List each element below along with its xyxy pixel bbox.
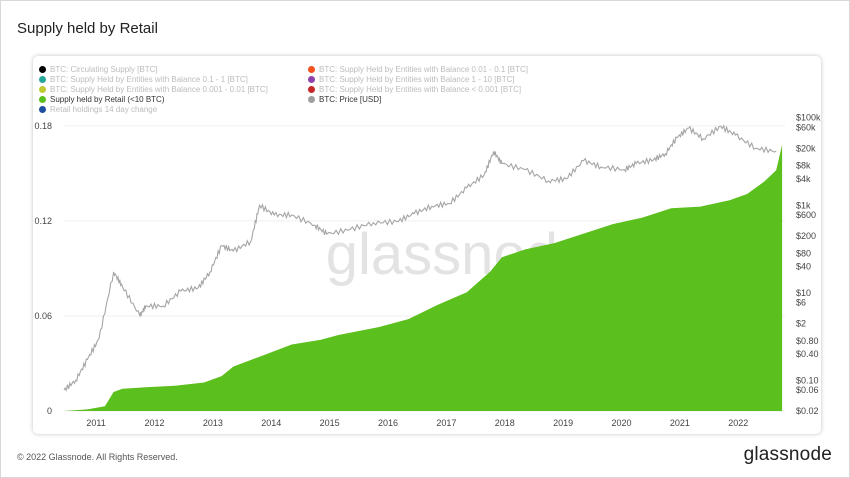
legend-dot: [39, 66, 46, 73]
legend-item[interactable]: BTC: Circulating Supply [BTC]: [39, 65, 158, 75]
y-right-tick-label: $100k: [796, 113, 821, 123]
x-tick-label: 2018: [495, 418, 515, 428]
x-tick-label: 2011: [86, 418, 105, 428]
legend-label: BTC: Supply Held by Entities with Balanc…: [50, 85, 268, 94]
legend-dot: [308, 86, 315, 93]
y-right-tick-label: $60k: [796, 122, 816, 132]
x-tick-label: 2020: [612, 418, 632, 428]
chart: glassnode 2011 2012 2013 2014 2015 2016 2017 20…: [34, 113, 821, 428]
y-right-tick-label: $20k: [796, 143, 816, 153]
x-tick-label: 2014: [261, 418, 281, 428]
y-right-tick-label: $0.10: [796, 375, 819, 385]
y-left-tick-label: 0.12: [34, 216, 52, 226]
y-left-tick-label: 0.06: [34, 311, 52, 321]
y-axis-left: 0 0.06 0.12 0.18: [34, 121, 52, 416]
y-right-tick-label: $0.40: [796, 349, 819, 359]
y-right-tick-label: $2: [796, 318, 806, 328]
legend-label: BTC: Supply Held by Entities with Balanc…: [319, 75, 515, 84]
page-title: Supply held by Retail: [17, 20, 158, 37]
legend-item[interactable]: BTC: Supply Held by Entities with Balanc…: [308, 65, 528, 75]
x-tick-label: 2015: [320, 418, 340, 428]
legend-label: BTC: Supply Held by Entities with Balanc…: [319, 65, 528, 74]
legend-dot: [39, 96, 46, 103]
x-tick-label: 2016: [378, 418, 398, 428]
y-left-tick-label: 0.18: [34, 121, 52, 131]
chart-card: BTC: Circulating Supply [BTC] BTC: Supply…: [33, 56, 821, 434]
y-left-tick-label: 0: [47, 406, 52, 416]
y-right-tick-label: $8k: [796, 161, 811, 171]
legend-item[interactable]: Supply held by Retail (<10 BTC): [39, 95, 165, 105]
y-right-tick-label: $40: [796, 261, 811, 271]
legend-label: Supply held by Retail (<10 BTC): [50, 95, 165, 104]
x-tick-label: 2019: [553, 418, 573, 428]
legend-item[interactable]: Retail holdings 14 day change: [39, 105, 157, 115]
legend-item[interactable]: BTC: Supply Held by Entities with Balanc…: [39, 85, 268, 95]
copyright: © 2022 Glassnode. All Rights Reserved.: [17, 452, 178, 462]
y-right-tick-label: $200: [796, 231, 816, 241]
x-tick-label: 2013: [203, 418, 223, 428]
legend-label: BTC: Circulating Supply [BTC]: [50, 65, 158, 74]
legend-dot: [39, 106, 46, 113]
retail-supply-area: [64, 144, 783, 411]
y-right-tick-label: $6: [796, 298, 806, 308]
y-right-tick-label: $0.06: [796, 385, 819, 395]
x-tick-label: 2012: [144, 418, 164, 428]
legend-item[interactable]: BTC: Supply Held by Entities with Balanc…: [308, 75, 515, 85]
y-right-tick-label: $0.80: [796, 336, 819, 346]
legend-label: BTC: Supply Held by Entities with Balanc…: [319, 85, 522, 94]
y-right-tick-label: $600: [796, 210, 816, 220]
btc-price-line: [63, 124, 777, 392]
x-tick-label: 2017: [436, 418, 456, 428]
x-tick-label: 2021: [670, 418, 690, 428]
glassnode-logo[interactable]: glassnode: [743, 444, 832, 465]
legend-dot: [39, 76, 46, 83]
y-right-tick-label: $10: [796, 288, 811, 298]
legend-label: Retail holdings 14 day change: [50, 105, 158, 114]
y-right-tick-label: $4k: [796, 174, 811, 184]
x-tick-label: 2022: [728, 418, 748, 428]
y-right-tick-label: $0.02: [796, 406, 819, 416]
legend-dot: [308, 66, 315, 73]
legend-dot: [308, 96, 315, 103]
legend-label: BTC: Supply Held by Entities with Balanc…: [50, 75, 248, 84]
y-right-tick-label: $80: [796, 248, 811, 258]
y-right-tick-label: $1k: [796, 200, 811, 210]
legend-dot: [308, 76, 315, 83]
legend-dot: [39, 86, 46, 93]
legend-item[interactable]: BTC: Supply Held by Entities with Balanc…: [39, 75, 248, 85]
legend-label: BTC: Price [USD]: [319, 95, 382, 104]
legend-item[interactable]: BTC: Price [USD]: [308, 95, 381, 105]
y-axis-right: $0.02 $0.06$0.10 $0.40 $0.80 $2 $6$10 $40 $80 $2…: [796, 113, 821, 416]
legend-item[interactable]: BTC: Supply Held by Entities with Balanc…: [308, 85, 521, 95]
x-axis: 2011 2012 2013 2014 2015 2016 2017 2018 2019 2020…: [86, 418, 748, 428]
